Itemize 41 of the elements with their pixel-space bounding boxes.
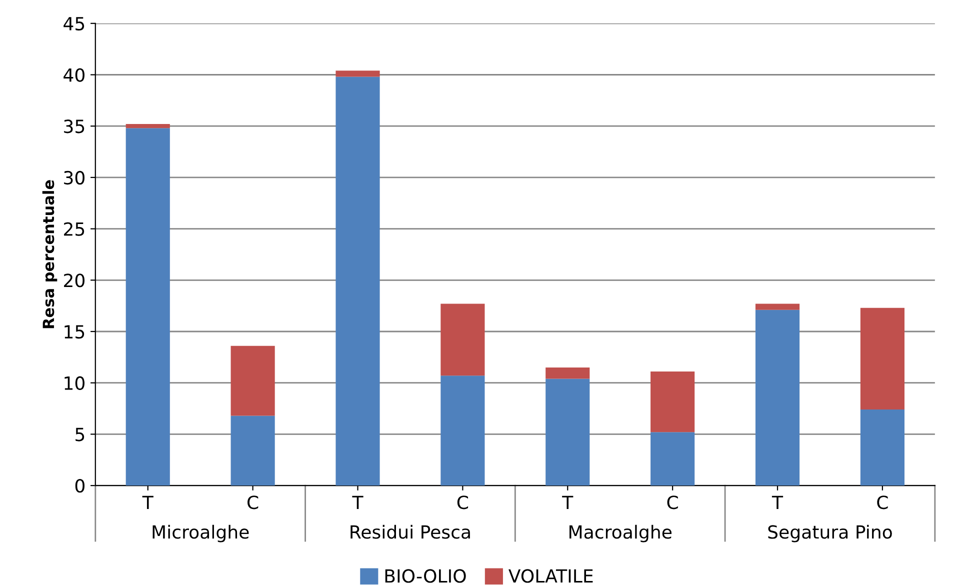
bar: [755, 310, 800, 486]
bar: [230, 346, 275, 416]
text: Macroalghe: [570, 524, 672, 542]
legend-label: VOLATILE: [508, 569, 593, 583]
bar: [440, 304, 485, 376]
bar: [126, 124, 170, 128]
bar: [860, 308, 904, 410]
y-tick-label: 0: [75, 479, 84, 493]
x-tick-label: T: [772, 496, 784, 509]
y-tick-label: 40: [64, 68, 84, 82]
text: Microalghe: [152, 524, 249, 542]
y-tick-label: 15: [64, 325, 84, 339]
x-tick-label: C: [877, 496, 888, 510]
x-tick-label: C: [248, 496, 258, 510]
bar: [650, 432, 695, 486]
y-tick-label: 25: [64, 222, 84, 236]
y-tick-label: 5: [76, 428, 84, 442]
y-tick-label: 10: [64, 376, 84, 390]
y-tick-label: 20: [64, 274, 84, 288]
y-tick-label: 35: [64, 120, 84, 134]
bar: [546, 367, 590, 379]
x-tick-label: C: [457, 496, 468, 510]
x-tick-label: T: [562, 496, 574, 509]
y-axis-title: Resa percentuale: [42, 180, 58, 328]
text: Segatura Pino: [768, 524, 892, 542]
x-tick-label: T: [142, 496, 154, 509]
x-tick-label: T: [352, 496, 364, 509]
bar: [336, 76, 380, 486]
legend-label: BIO-OLIO: [385, 569, 466, 583]
bar: [755, 304, 800, 310]
x-tick-label: C: [667, 496, 678, 510]
bar: [336, 70, 380, 77]
bar: [440, 376, 485, 486]
y-tick-label: 45: [64, 17, 84, 31]
bar: [126, 128, 170, 486]
bar: [860, 410, 904, 486]
bar: [546, 378, 590, 486]
bar: [230, 416, 275, 486]
bar: [650, 372, 695, 432]
text: Residui Pesca: [350, 524, 470, 539]
y-tick-label: 30: [64, 170, 84, 185]
